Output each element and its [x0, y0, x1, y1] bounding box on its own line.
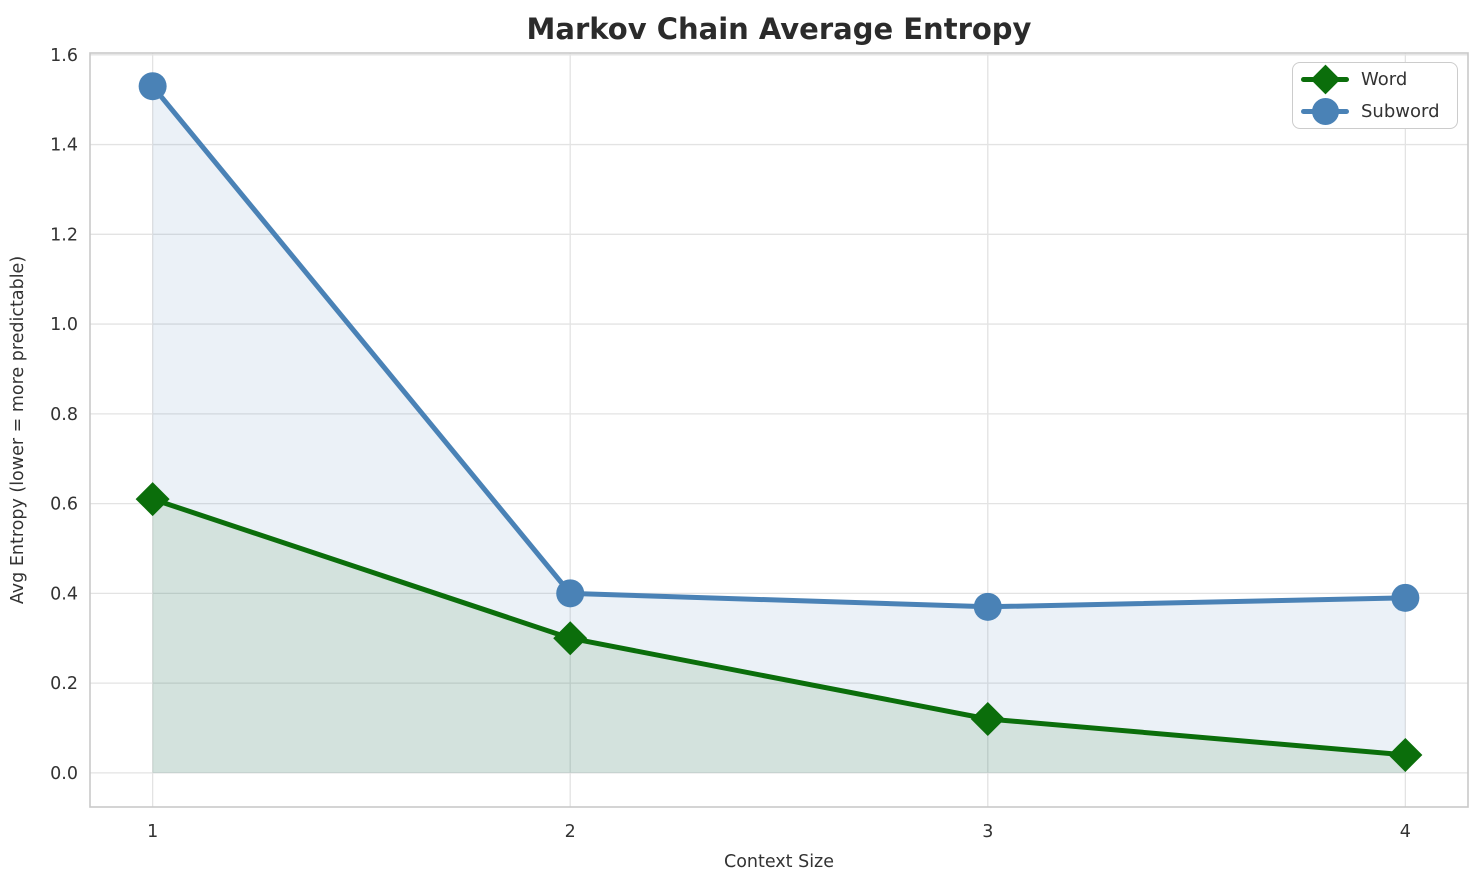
legend-label-word: Word	[1361, 69, 1408, 90]
x-tick-label: 1	[147, 822, 158, 842]
y-tick-label: 0.4	[50, 584, 78, 604]
word-area-fill	[152, 499, 1406, 773]
plot-area	[90, 53, 1468, 807]
word-series-line	[150, 496, 1408, 758]
y-tick-label: 0.8	[50, 405, 78, 425]
word-marker	[1388, 737, 1423, 772]
plot-border	[89, 52, 1469, 808]
y-tick-label: 1.6	[50, 46, 78, 66]
subword-series-line	[150, 83, 1408, 610]
subword-legend-marker	[1300, 96, 1350, 128]
diamond-icon	[1310, 64, 1340, 95]
y-tick-label: 1.4	[50, 136, 78, 156]
y-tick-label: 1.0	[50, 315, 78, 335]
subword-marker	[1391, 583, 1420, 612]
x-tick-label: 2	[565, 822, 576, 842]
legend-item-word: Word	[1293, 64, 1457, 96]
y-tick-label: 1.2	[50, 225, 78, 245]
y-tick-label: 0.0	[50, 764, 78, 784]
y-tick-labels: 0.0 0.2 0.4 0.6 0.8 1.0 1.2 1.4 1.6	[50, 46, 78, 784]
y-tick-label: 0.2	[50, 674, 78, 694]
legend-item-subword: Subword	[1293, 96, 1457, 128]
circle-icon	[1311, 98, 1339, 125]
y-axis-label: Avg Entropy (lower = more predictable)	[8, 256, 28, 604]
subword-marker	[138, 72, 167, 101]
word-marker	[135, 482, 170, 517]
x-tick-label: 3	[982, 822, 993, 842]
word-marker	[970, 702, 1005, 737]
x-tick-labels: 1 2 3 4	[147, 822, 1411, 842]
legend: Word Subword	[1292, 62, 1458, 129]
y-tick-label: 0.6	[50, 495, 78, 515]
series-markers-layer	[135, 72, 1423, 772]
x-axis-label: Context Size	[724, 852, 834, 872]
series-lines-layer	[150, 83, 1408, 758]
word-marker	[553, 621, 588, 656]
word-legend-marker	[1300, 64, 1350, 96]
subword-marker	[973, 592, 1002, 621]
gridlines-layer	[90, 53, 1468, 807]
legend-label-subword: Subword	[1361, 101, 1440, 122]
x-tick-label: 4	[1400, 822, 1411, 842]
chart-title: Markov Chain Average Entropy	[527, 12, 1032, 46]
subword-marker	[556, 579, 585, 608]
